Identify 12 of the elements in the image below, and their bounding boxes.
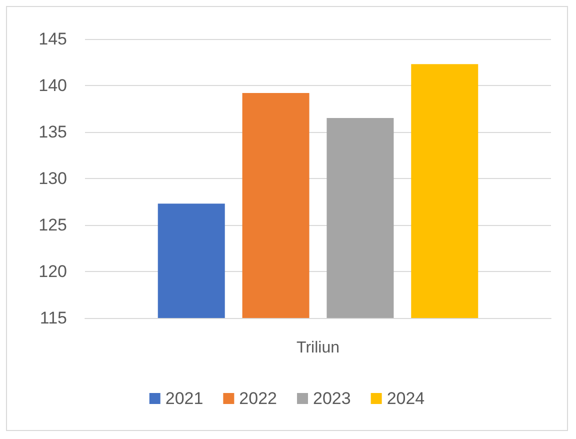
legend-label: 2022 <box>239 389 278 408</box>
legend-label: 2024 <box>386 389 425 408</box>
y-tick-label: 130 <box>38 169 67 188</box>
y-tick-label: 140 <box>38 76 67 95</box>
y-tick-label: 135 <box>38 122 67 142</box>
y-tick-label: 125 <box>38 216 67 234</box>
y-tick-label: 120 <box>38 262 67 281</box>
legend-label: 2023 <box>313 389 351 408</box>
y-tick-label: 145 <box>38 30 67 48</box>
legend-label: 2021 <box>165 389 204 408</box>
x-tick-label: Triliun <box>296 340 340 356</box>
y-tick-label: 115 <box>40 308 67 328</box>
